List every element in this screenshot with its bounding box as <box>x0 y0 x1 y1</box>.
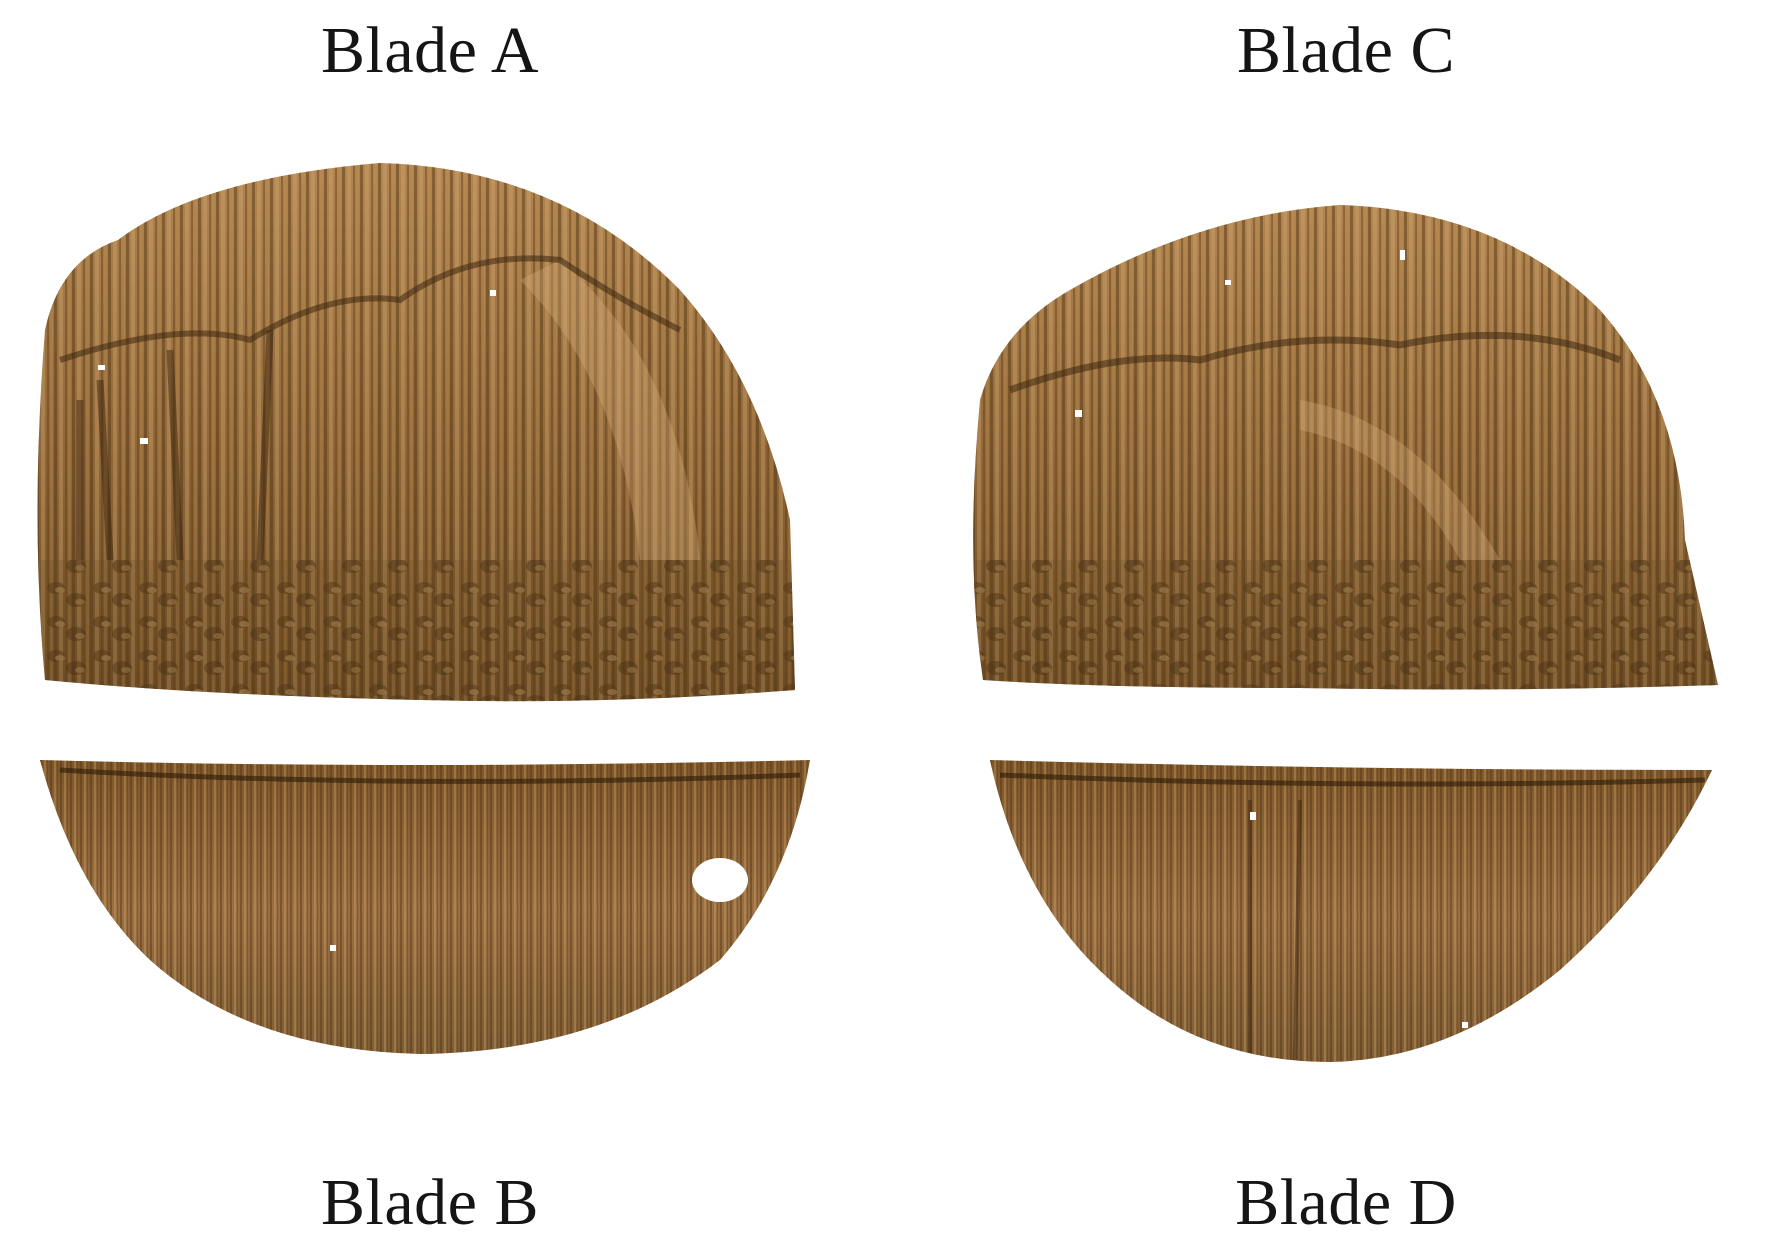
blade-d-scan <box>990 760 1712 1062</box>
blade-a-label: Blade A <box>321 14 539 87</box>
blade-c-label: Blade C <box>1237 14 1455 87</box>
blade-a-scan <box>37 163 795 702</box>
blade-c-scan <box>973 205 1718 690</box>
blade-d-label: Blade D <box>1235 1166 1457 1239</box>
blade-b-label: Blade B <box>321 1166 539 1239</box>
scan-noise-specks <box>98 250 1468 1028</box>
blade-b-scan <box>40 760 810 1054</box>
